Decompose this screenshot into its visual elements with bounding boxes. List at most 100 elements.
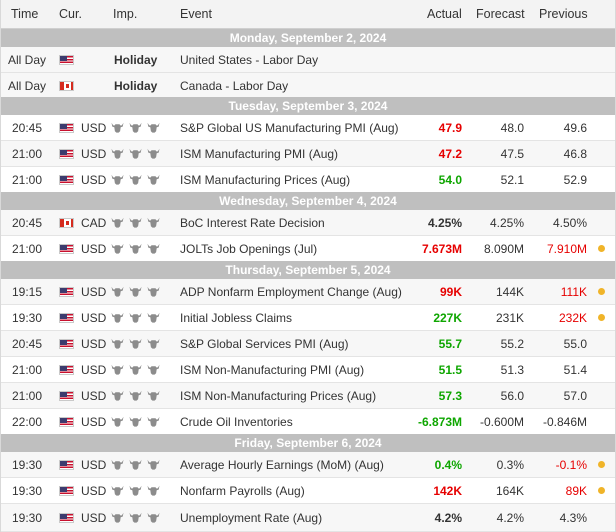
table-row[interactable]: 21:00 USD ISM Manufacturing Prices (Aug)… [1,167,615,193]
bull-icon [147,243,160,254]
canada-flag-icon [59,210,74,235]
actual-value: 7.673M [421,241,462,256]
bull-icon [129,364,142,375]
table-row[interactable]: 21:00 USD JOLTs Job Openings (Jul) 7.673… [1,236,615,262]
header-event[interactable]: Event [180,7,212,21]
revised-dot-icon[interactable] [598,478,605,503]
day-header: Monday, September 2, 2024 [1,29,615,47]
revised-dot-icon[interactable] [598,452,605,477]
currency-code: USD [81,457,107,472]
currency-code: USD [81,362,107,377]
us-flag-icon [59,279,74,304]
bull-icon [111,338,124,349]
table-row[interactable]: 22:00 USD Crude Oil Inventories -6.873M … [1,409,615,435]
forecast-value: 52.1 [500,172,524,187]
bull-icon [147,416,160,427]
table-row[interactable]: 20:45 USD S&P Global US Manufacturing PM… [1,115,615,141]
bull-icon [111,174,124,185]
event-name[interactable]: Nonfarm Payrolls (Aug) [180,483,305,498]
bull-icon [147,217,160,228]
table-row[interactable]: 19:30 USD Initial Jobless Claims 227K 23… [1,305,615,331]
event-name[interactable]: ISM Manufacturing PMI (Aug) [180,146,339,161]
bull-icon [147,148,160,159]
event-time: 21:00 [12,146,43,161]
event-name[interactable]: BoC Interest Rate Decision [180,215,325,230]
actual-value: 227K [433,310,462,325]
importance-bulls [111,305,160,330]
header-forecast[interactable]: Forecast [476,7,525,21]
importance-bulls [111,478,160,503]
forecast-value: 144K [495,284,524,299]
table-header: Time Cur. Imp. Event Actual Forecast Pre… [1,0,615,29]
bull-icon [111,364,124,375]
event-name[interactable]: Unemployment Rate (Aug) [180,510,323,525]
bull-icon [111,416,124,427]
bull-icon [129,485,142,496]
event-name[interactable]: Average Hourly Earnings (MoM) (Aug) [180,457,384,472]
forecast-value: 164K [495,483,524,498]
event-name[interactable]: United States - Labor Day [180,52,319,67]
header-importance[interactable]: Imp. [113,7,138,21]
currency-code: USD [81,120,107,135]
us-flag-icon [59,478,74,503]
importance-bulls [111,357,160,382]
importance-bulls [111,141,160,166]
event-name[interactable]: Initial Jobless Claims [180,310,293,325]
importance-bulls [111,504,160,531]
table-row[interactable]: 19:15 USD ADP Nonfarm Employment Change … [1,279,615,305]
bull-icon [111,217,124,228]
revised-dot-icon[interactable] [598,279,605,304]
event-time: 21:00 [12,362,43,377]
forecast-value: 55.2 [500,336,524,351]
event-name[interactable]: S&P Global US Manufacturing PMI (Aug) [180,120,399,135]
currency-code: USD [81,146,107,161]
us-flag-icon [59,409,74,434]
event-time: All Day [8,52,47,67]
bull-icon [147,338,160,349]
actual-value: 47.9 [438,120,462,135]
table-row[interactable]: 19:30 USD Unemployment Rate (Aug) 4.2% 4… [1,504,615,532]
event-name[interactable]: JOLTs Job Openings (Jul) [180,241,318,256]
bull-icon [147,286,160,297]
actual-value: 55.7 [438,336,462,351]
bull-icon [111,312,124,323]
forecast-value: 56.0 [500,388,524,403]
revised-dot-icon[interactable] [598,236,605,261]
event-time: 22:00 [12,414,43,429]
event-name[interactable]: Canada - Labor Day [180,78,289,93]
event-name[interactable]: ADP Nonfarm Employment Change (Aug) [180,284,402,299]
table-row[interactable]: All Day Holiday Canada - Labor Day [1,73,615,99]
event-name[interactable]: S&P Global Services PMI (Aug) [180,336,349,351]
event-time: 20:45 [12,215,43,230]
currency-code: USD [81,241,107,256]
table-row[interactable]: 21:00 USD ISM Non-Manufacturing Prices (… [1,383,615,409]
table-row[interactable]: 19:30 USD Average Hourly Earnings (MoM) … [1,452,615,478]
header-time[interactable]: Time [11,7,39,21]
event-time: 19:30 [12,457,43,472]
event-name[interactable]: ISM Manufacturing Prices (Aug) [180,172,351,187]
table-row[interactable]: 19:30 USD Nonfarm Payrolls (Aug) 142K 16… [1,478,615,504]
previous-value: 4.3% [559,510,587,525]
table-row[interactable]: All Day Holiday United States - Labor Da… [1,47,615,73]
us-flag-icon [59,115,74,140]
bull-icon [129,416,142,427]
revised-dot-icon[interactable] [598,305,605,330]
event-time: 19:30 [12,510,43,525]
event-name[interactable]: ISM Non-Manufacturing PMI (Aug) [180,362,365,377]
event-name[interactable]: Crude Oil Inventories [180,414,293,429]
us-flag-icon [59,504,74,531]
table-row[interactable]: 20:45 USD S&P Global Services PMI (Aug) … [1,331,615,357]
importance-holiday: Holiday [114,78,158,93]
header-previous[interactable]: Previous [539,7,588,21]
forecast-value: -0.600M [479,414,524,429]
importance-bulls [111,452,160,477]
header-actual[interactable]: Actual [427,7,462,21]
us-flag-icon [59,305,74,330]
header-currency[interactable]: Cur. [59,7,82,21]
table-row[interactable]: 21:00 USD ISM Non-Manufacturing PMI (Aug… [1,357,615,383]
event-name[interactable]: ISM Non-Manufacturing Prices (Aug) [180,388,377,403]
table-row[interactable]: 20:45 CAD BoC Interest Rate Decision 4.2… [1,210,615,236]
table-row[interactable]: 21:00 USD ISM Manufacturing PMI (Aug) 47… [1,141,615,167]
event-time: All Day [8,78,47,93]
